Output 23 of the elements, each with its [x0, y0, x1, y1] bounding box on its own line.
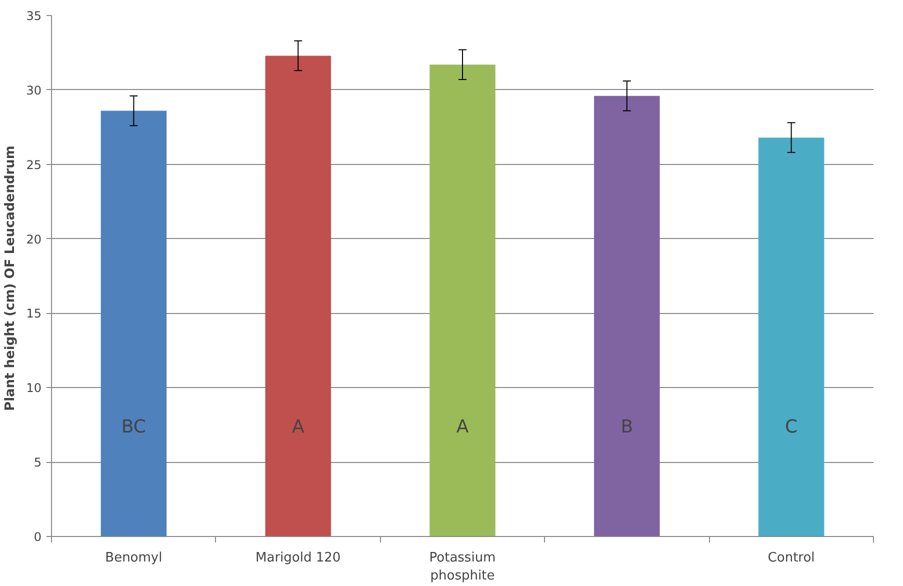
x-tick-label: Benomyl	[105, 550, 162, 566]
y-tick-label: 10	[26, 381, 42, 396]
y-tick-label: 30	[26, 83, 42, 98]
bar	[758, 138, 824, 536]
y-tick-label: 25	[26, 158, 42, 172]
bar	[265, 56, 331, 536]
x-tick-label: Marigold 120	[256, 550, 341, 566]
x-tick-label: Potassium phosphite	[429, 550, 496, 584]
annotation: A	[456, 416, 470, 438]
y-tick-label: 5	[34, 456, 42, 470]
y-tick-label: 0	[34, 530, 42, 544]
y-tick-label: 35	[26, 9, 42, 23]
bar	[100, 110, 167, 536]
y-tick-label: 15	[26, 306, 42, 321]
annotation: B	[620, 416, 634, 438]
bar	[430, 64, 496, 536]
x-tick-label: Control	[768, 550, 815, 566]
annotation: A	[292, 416, 305, 438]
annotation: BC	[121, 416, 146, 438]
y-tick-label: 20	[26, 232, 42, 246]
bar	[594, 96, 660, 536]
y-axis-title: Plant height (cm) OF Leucadendrum	[3, 146, 18, 411]
annotation: C	[785, 416, 798, 438]
